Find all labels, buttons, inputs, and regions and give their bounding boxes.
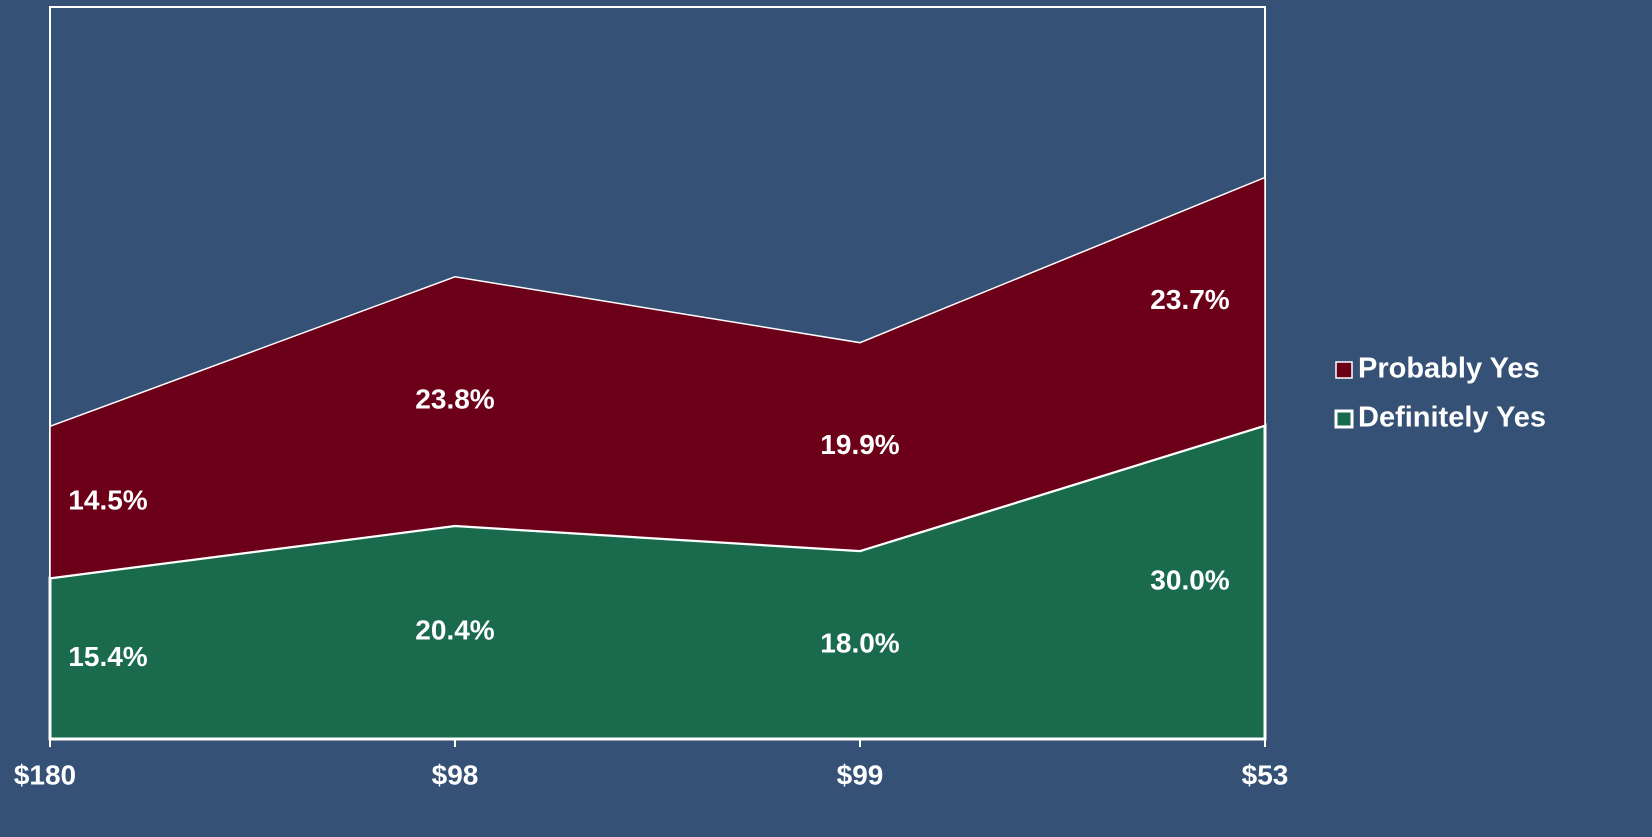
- x-tick-label: $99: [837, 759, 884, 790]
- x-tick-label: $98: [432, 759, 479, 790]
- data-label: 30.0%: [1150, 565, 1229, 596]
- legend-label: Probably Yes: [1358, 353, 1540, 385]
- x-tick-label: $180: [14, 759, 76, 790]
- data-label: 23.8%: [415, 384, 494, 415]
- legend-swatch: [1335, 361, 1353, 379]
- data-label: 18.0%: [820, 627, 899, 658]
- area: [49, 176, 1266, 579]
- legend-label: Definitely Yes: [1358, 402, 1546, 434]
- data-label: 14.5%: [68, 485, 147, 516]
- data-label: 19.9%: [820, 429, 899, 460]
- legend-swatch: [1334, 409, 1354, 429]
- data-label: 15.4%: [68, 641, 147, 672]
- x-tick-label: $53: [1242, 759, 1289, 790]
- data-label: 20.4%: [415, 615, 494, 646]
- data-label: 23.7%: [1150, 284, 1229, 315]
